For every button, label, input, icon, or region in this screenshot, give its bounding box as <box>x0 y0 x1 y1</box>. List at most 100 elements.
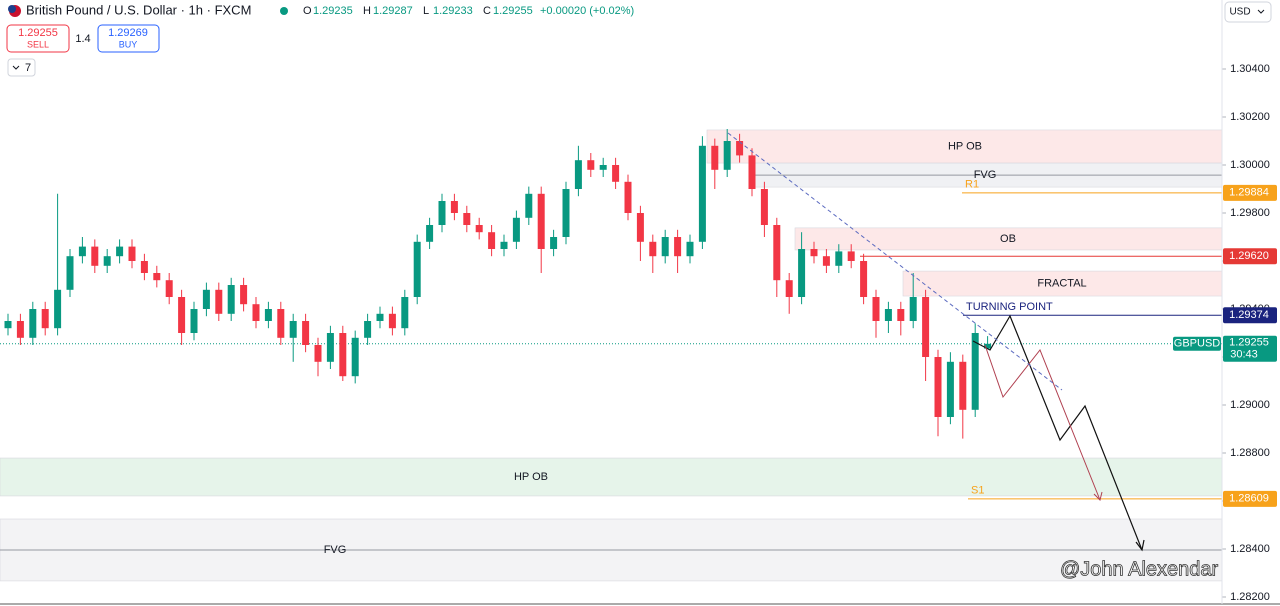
zone-label: HP OB <box>514 471 548 483</box>
candle-body <box>463 213 471 225</box>
y-tick-label: 1.30200 <box>1230 111 1270 123</box>
candle-body <box>971 333 979 410</box>
level-name: S1 <box>971 485 984 497</box>
currency[interactable]: USD <box>1229 7 1250 18</box>
ohlc: O 1.29235 H 1.29287 L 1.29233 C 1.29255 <box>303 5 533 17</box>
candle-body <box>91 246 99 266</box>
chevron[interactable] <box>12 65 20 70</box>
candle-body <box>537 193 545 249</box>
background <box>0 68 1226 598</box>
y-tick-label: 1.29800 <box>1230 207 1270 219</box>
price-badge <box>1223 307 1277 324</box>
candle-body <box>488 232 496 249</box>
candle-body <box>810 249 818 257</box>
candle-body <box>773 225 781 281</box>
ohlc-value: 1.29287 <box>373 5 413 17</box>
candle-body <box>413 241 421 297</box>
candle-body <box>835 251 843 266</box>
zone <box>706 129 1223 164</box>
zone-label: FVG <box>974 169 997 181</box>
price-badge-label: 1.29374 <box>1229 309 1269 321</box>
indicators-count[interactable]: 7 <box>25 62 31 74</box>
candle-body <box>872 297 880 321</box>
candle-body <box>302 321 310 345</box>
candle-body <box>922 297 930 357</box>
buy-label[interactable]: BUY <box>119 39 138 49</box>
y-tick-label: 1.29000 <box>1230 399 1270 411</box>
candle-body <box>860 261 868 297</box>
candle-body <box>500 241 508 249</box>
projection-path <box>984 344 1101 501</box>
price-badge <box>1223 184 1277 201</box>
candle-body <box>401 297 409 329</box>
candle-body <box>909 297 917 321</box>
ohlc-key: H <box>363 5 371 17</box>
buy-button[interactable] <box>97 24 160 53</box>
candle-body <box>934 357 942 417</box>
price-badge <box>1223 490 1277 507</box>
chevron[interactable] <box>1257 9 1265 14</box>
sell-label[interactable]: SELL <box>27 39 49 49</box>
candle-body <box>711 145 719 170</box>
candle-body <box>512 217 520 242</box>
candle-body <box>723 141 731 170</box>
symbol-label: GBPUSD <box>1174 338 1221 350</box>
candle-body <box>388 313 396 329</box>
zone <box>902 270 1223 297</box>
candle-body <box>54 289 62 329</box>
candle-body <box>550 237 558 249</box>
candle-body <box>624 181 632 213</box>
candle-body <box>364 321 372 338</box>
candle-body <box>240 285 248 305</box>
countdown: 30:43 <box>1230 349 1258 361</box>
candle-body <box>612 165 620 182</box>
zone-label: HP OB <box>948 140 982 152</box>
candle-body <box>587 160 595 170</box>
candle-body <box>140 261 148 273</box>
candle-body <box>351 337 359 377</box>
candle-body <box>426 225 434 242</box>
candle-body <box>984 343 992 349</box>
price-badge-label: 1.29620 <box>1229 250 1269 262</box>
candle-body <box>227 285 235 314</box>
candle-body <box>599 165 607 170</box>
candle-body <box>29 309 37 338</box>
candle-body <box>264 309 272 321</box>
candle-body <box>475 225 483 233</box>
change: +0.00020 (+0.02%) <box>540 5 634 17</box>
price-badge-label: 1.29255 <box>1229 337 1269 349</box>
symbol-icon <box>8 5 16 13</box>
currency-button[interactable] <box>1224 1 1272 23</box>
candle-body <box>736 141 744 156</box>
candle-body <box>674 237 682 257</box>
sell-price[interactable]: 1.29255 <box>18 27 58 39</box>
ohlc-value: 1.29233 <box>433 5 473 17</box>
ohlc-key: C <box>483 5 491 17</box>
level-name: TURNING POINT <box>966 301 1053 313</box>
candle-body <box>525 193 533 218</box>
buy-price[interactable]: 1.29269 <box>108 27 148 39</box>
ohlc-value: 1.29235 <box>313 5 353 17</box>
watermark: @John Alexendar <box>1060 558 1219 580</box>
candle-body <box>326 333 334 362</box>
candle-body <box>376 313 384 321</box>
indicators-toggle[interactable] <box>7 58 36 77</box>
zone-label: FRACTAL <box>1037 277 1086 289</box>
candle-body <box>128 246 136 261</box>
y-tick-label: 1.28800 <box>1230 447 1270 459</box>
candle-body <box>252 304 260 321</box>
title: British Pound / U.S. Dollar · 1h · FXCM <box>26 2 251 17</box>
candle-body <box>165 280 173 297</box>
candle-body <box>289 321 297 338</box>
sell-button[interactable] <box>6 24 70 53</box>
price-badge <box>1223 248 1277 265</box>
candle-body <box>103 256 111 266</box>
candle-body <box>698 145 706 242</box>
candle-body <box>959 361 967 410</box>
candle-body <box>116 246 124 257</box>
y-tick-label: 1.28200 <box>1230 591 1270 603</box>
ohlc-value: 1.29255 <box>493 5 533 17</box>
